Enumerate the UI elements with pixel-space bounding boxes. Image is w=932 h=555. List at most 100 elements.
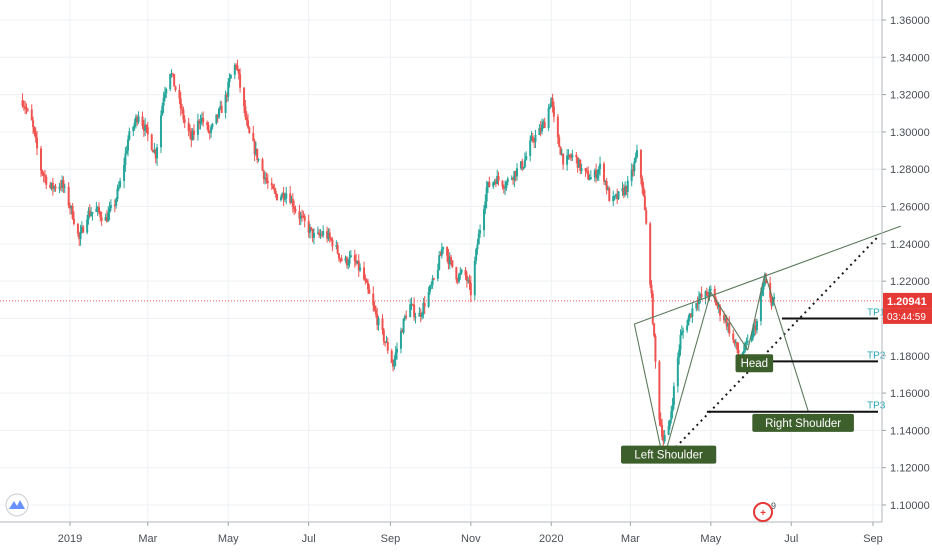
candle-body: [548, 107, 551, 109]
candle-body: [331, 239, 334, 247]
candle-body: [699, 293, 702, 299]
candle-body: [585, 170, 588, 172]
candle-body: [152, 150, 155, 153]
candle-body: [550, 98, 553, 108]
candle-body: [347, 263, 350, 266]
candle-body: [283, 198, 286, 200]
candle-body: [301, 215, 304, 217]
candle-body: [26, 109, 29, 111]
candle-body: [746, 340, 749, 343]
candle-body: [716, 305, 719, 307]
candle-body: [570, 156, 573, 158]
left-shoulder-badge[interactable]: [621, 445, 717, 464]
candle-body: [709, 288, 712, 290]
candle-body: [465, 275, 468, 282]
candle-body: [754, 325, 757, 331]
candle-body: [181, 108, 184, 110]
candle-body: [363, 267, 366, 280]
pattern-labels: Left Shoulder Head Right Shoulder: [621, 354, 854, 464]
candle-body: [641, 178, 644, 188]
candle-body: [290, 198, 293, 203]
candle-body: [265, 177, 268, 181]
projection[interactable]: [764, 273, 809, 412]
candle-body: [124, 153, 127, 165]
candle-body: [625, 186, 628, 193]
wedge-leg-4[interactable]: [747, 273, 766, 351]
candle-body: [91, 211, 94, 214]
candle-body: [723, 315, 726, 321]
candle-body: [733, 339, 736, 344]
candle-body: [494, 181, 497, 185]
candle-body: [337, 253, 340, 259]
candle-body: [430, 284, 433, 286]
candle-body: [515, 168, 518, 177]
candle-body: [311, 228, 314, 238]
candle-body: [724, 318, 727, 321]
candle-body: [183, 119, 186, 123]
candle-body: [584, 168, 587, 171]
candle-body: [107, 212, 110, 222]
tp1-label: TP1: [867, 307, 886, 318]
candle-body: [651, 293, 654, 324]
candle-body: [165, 89, 168, 94]
last-price-tag: [883, 292, 932, 309]
candle-body: [21, 100, 24, 106]
candle-body: [71, 206, 74, 219]
lower-trendline[interactable]: [662, 235, 879, 461]
head-badge[interactable]: [735, 354, 774, 373]
candle-body: [248, 127, 251, 133]
candle-body: [599, 163, 602, 170]
candle-body: [113, 204, 116, 206]
candle-body: [117, 186, 120, 189]
candle-body: [45, 176, 48, 185]
candle-body: [705, 291, 708, 296]
candle-body: [257, 159, 260, 161]
event-count-badge: 9: [771, 501, 776, 511]
candle-body: [200, 117, 203, 122]
candle-body: [593, 170, 596, 178]
neckline[interactable]: [634, 225, 901, 325]
candle-body: [439, 255, 442, 257]
candle-body: [279, 197, 282, 201]
left-shoulder-label: Left Shoulder: [634, 450, 703, 462]
x-tick-label: May: [218, 533, 239, 545]
wedge-leg-1[interactable]: [633, 323, 664, 461]
candle-body: [202, 117, 205, 123]
candle-body: [190, 131, 193, 141]
candle-body: [137, 116, 140, 122]
candle-body: [320, 234, 323, 236]
candle-body: [335, 244, 338, 247]
candle-body: [116, 188, 119, 200]
candle-body: [476, 244, 479, 250]
candle-body: [403, 316, 406, 319]
candle-body: [344, 257, 347, 261]
event-flag-icon[interactable]: [753, 502, 773, 522]
candle-body: [299, 215, 302, 219]
candle-body: [697, 298, 700, 305]
candle-body: [22, 105, 25, 107]
candle-body: [432, 278, 435, 280]
candle-body: [396, 348, 399, 353]
candle-body: [356, 260, 359, 264]
candle-body: [256, 148, 259, 160]
right-shoulder-badge[interactable]: [752, 413, 854, 432]
candle-body: [579, 159, 582, 171]
candle-body: [405, 316, 408, 318]
candle-body: [394, 352, 397, 360]
candle-body: [750, 337, 753, 341]
candle-body: [229, 74, 232, 79]
candle-body: [179, 98, 182, 109]
wedge-leg-3[interactable]: [710, 292, 749, 351]
wedge-leg-2[interactable]: [662, 292, 712, 461]
candle-body: [220, 105, 223, 113]
candle-body: [667, 426, 670, 436]
candle-body: [381, 318, 384, 330]
candle-body: [612, 196, 615, 202]
candle-body: [163, 93, 166, 98]
candle-body: [339, 258, 342, 260]
candle-body: [606, 188, 609, 190]
tradingview-logo-icon[interactable]: [5, 493, 29, 517]
candle-body: [136, 116, 139, 122]
